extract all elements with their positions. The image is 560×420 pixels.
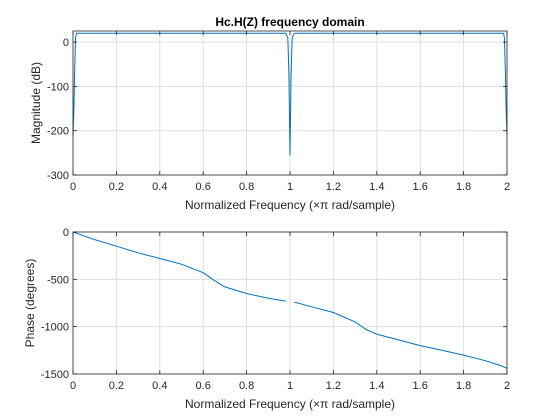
phase-y-tick-label: -1500 [41, 369, 69, 381]
magnitude-series-line [72, 32, 508, 156]
phase-x-tick-label: 0.2 [109, 380, 124, 392]
phase-y-tick-label: -1000 [41, 322, 69, 334]
magnitude-x-tick-label: 1.2 [326, 181, 341, 193]
phase-x-tick-label: 0.6 [196, 380, 211, 392]
magnitude-y-tick-label: -100 [47, 81, 69, 93]
phase-x-tick-label: 0.4 [152, 380, 167, 392]
magnitude-y-tick-label: 0 [63, 37, 69, 49]
phase-y-tick-label: 0 [63, 227, 69, 239]
phase-x-tick-label: 2 [504, 380, 510, 392]
phase-x-tick-label: 1.6 [413, 380, 428, 392]
magnitude-y-tick-label: -200 [47, 126, 69, 138]
magnitude-x-tick-label: 1.8 [456, 181, 471, 193]
phase-ticks: 0 0.2 0.4 0.6 0.8 1 1.2 1.4 1.6 1.8 2 -1500 -1000 -50… [41, 227, 510, 392]
phase-series [72, 231, 508, 369]
magnitude-ticks: 0 0.2 0.4 0.6 0.8 1 1.2 1.4 1.6 1.8 2 -300 -200 -100 0 [47, 31, 510, 193]
phase-x-tick-label: 0 [70, 380, 76, 392]
chart-title: Hc.H(Z) frequency domain [215, 15, 364, 29]
magnitude-x-tick-label: 2 [504, 181, 510, 193]
phase-plot: 0 0.2 0.4 0.6 0.8 1 1.2 1.4 1.6 1.8 2 -1500 -1000 -50… [23, 227, 510, 411]
magnitude-x-tick-label: 0.4 [152, 181, 167, 193]
magnitude-x-tick-label: 1.6 [413, 181, 428, 193]
phase-xlabel: Normalized Frequency (×π rad/sample) [185, 397, 395, 411]
magnitude-y-tick-label: -300 [47, 170, 69, 182]
magnitude-x-tick-label: 0 [70, 181, 76, 193]
phase-ylabel: Phase (degrees) [23, 259, 37, 348]
phase-series-line [72, 231, 286, 302]
magnitude-x-tick-label: 0.2 [109, 181, 124, 193]
magnitude-xlabel: Normalized Frequency (×π rad/sample) [185, 198, 395, 212]
magnitude-x-tick-label: 1 [287, 181, 293, 193]
phase-y-tick-label: -500 [47, 274, 69, 286]
phase-series-line [294, 301, 508, 369]
phase-x-tick-label: 1.4 [369, 380, 384, 392]
magnitude-ylabel: Magnitude (dB) [29, 62, 43, 144]
phase-x-tick-label: 1 [287, 380, 293, 392]
magnitude-x-tick-label: 0.6 [196, 181, 211, 193]
magnitude-x-tick-label: 1.4 [369, 181, 384, 193]
phase-x-tick-label: 1.2 [326, 380, 341, 392]
phase-x-tick-label: 0.8 [239, 380, 254, 392]
phase-x-tick-label: 1.8 [456, 380, 471, 392]
magnitude-x-tick-label: 0.8 [239, 181, 254, 193]
magnitude-series [72, 32, 508, 156]
magnitude-plot: 0 0.2 0.4 0.6 0.8 1 1.2 1.4 1.6 1.8 2-300-200-1000… [29, 15, 510, 212]
